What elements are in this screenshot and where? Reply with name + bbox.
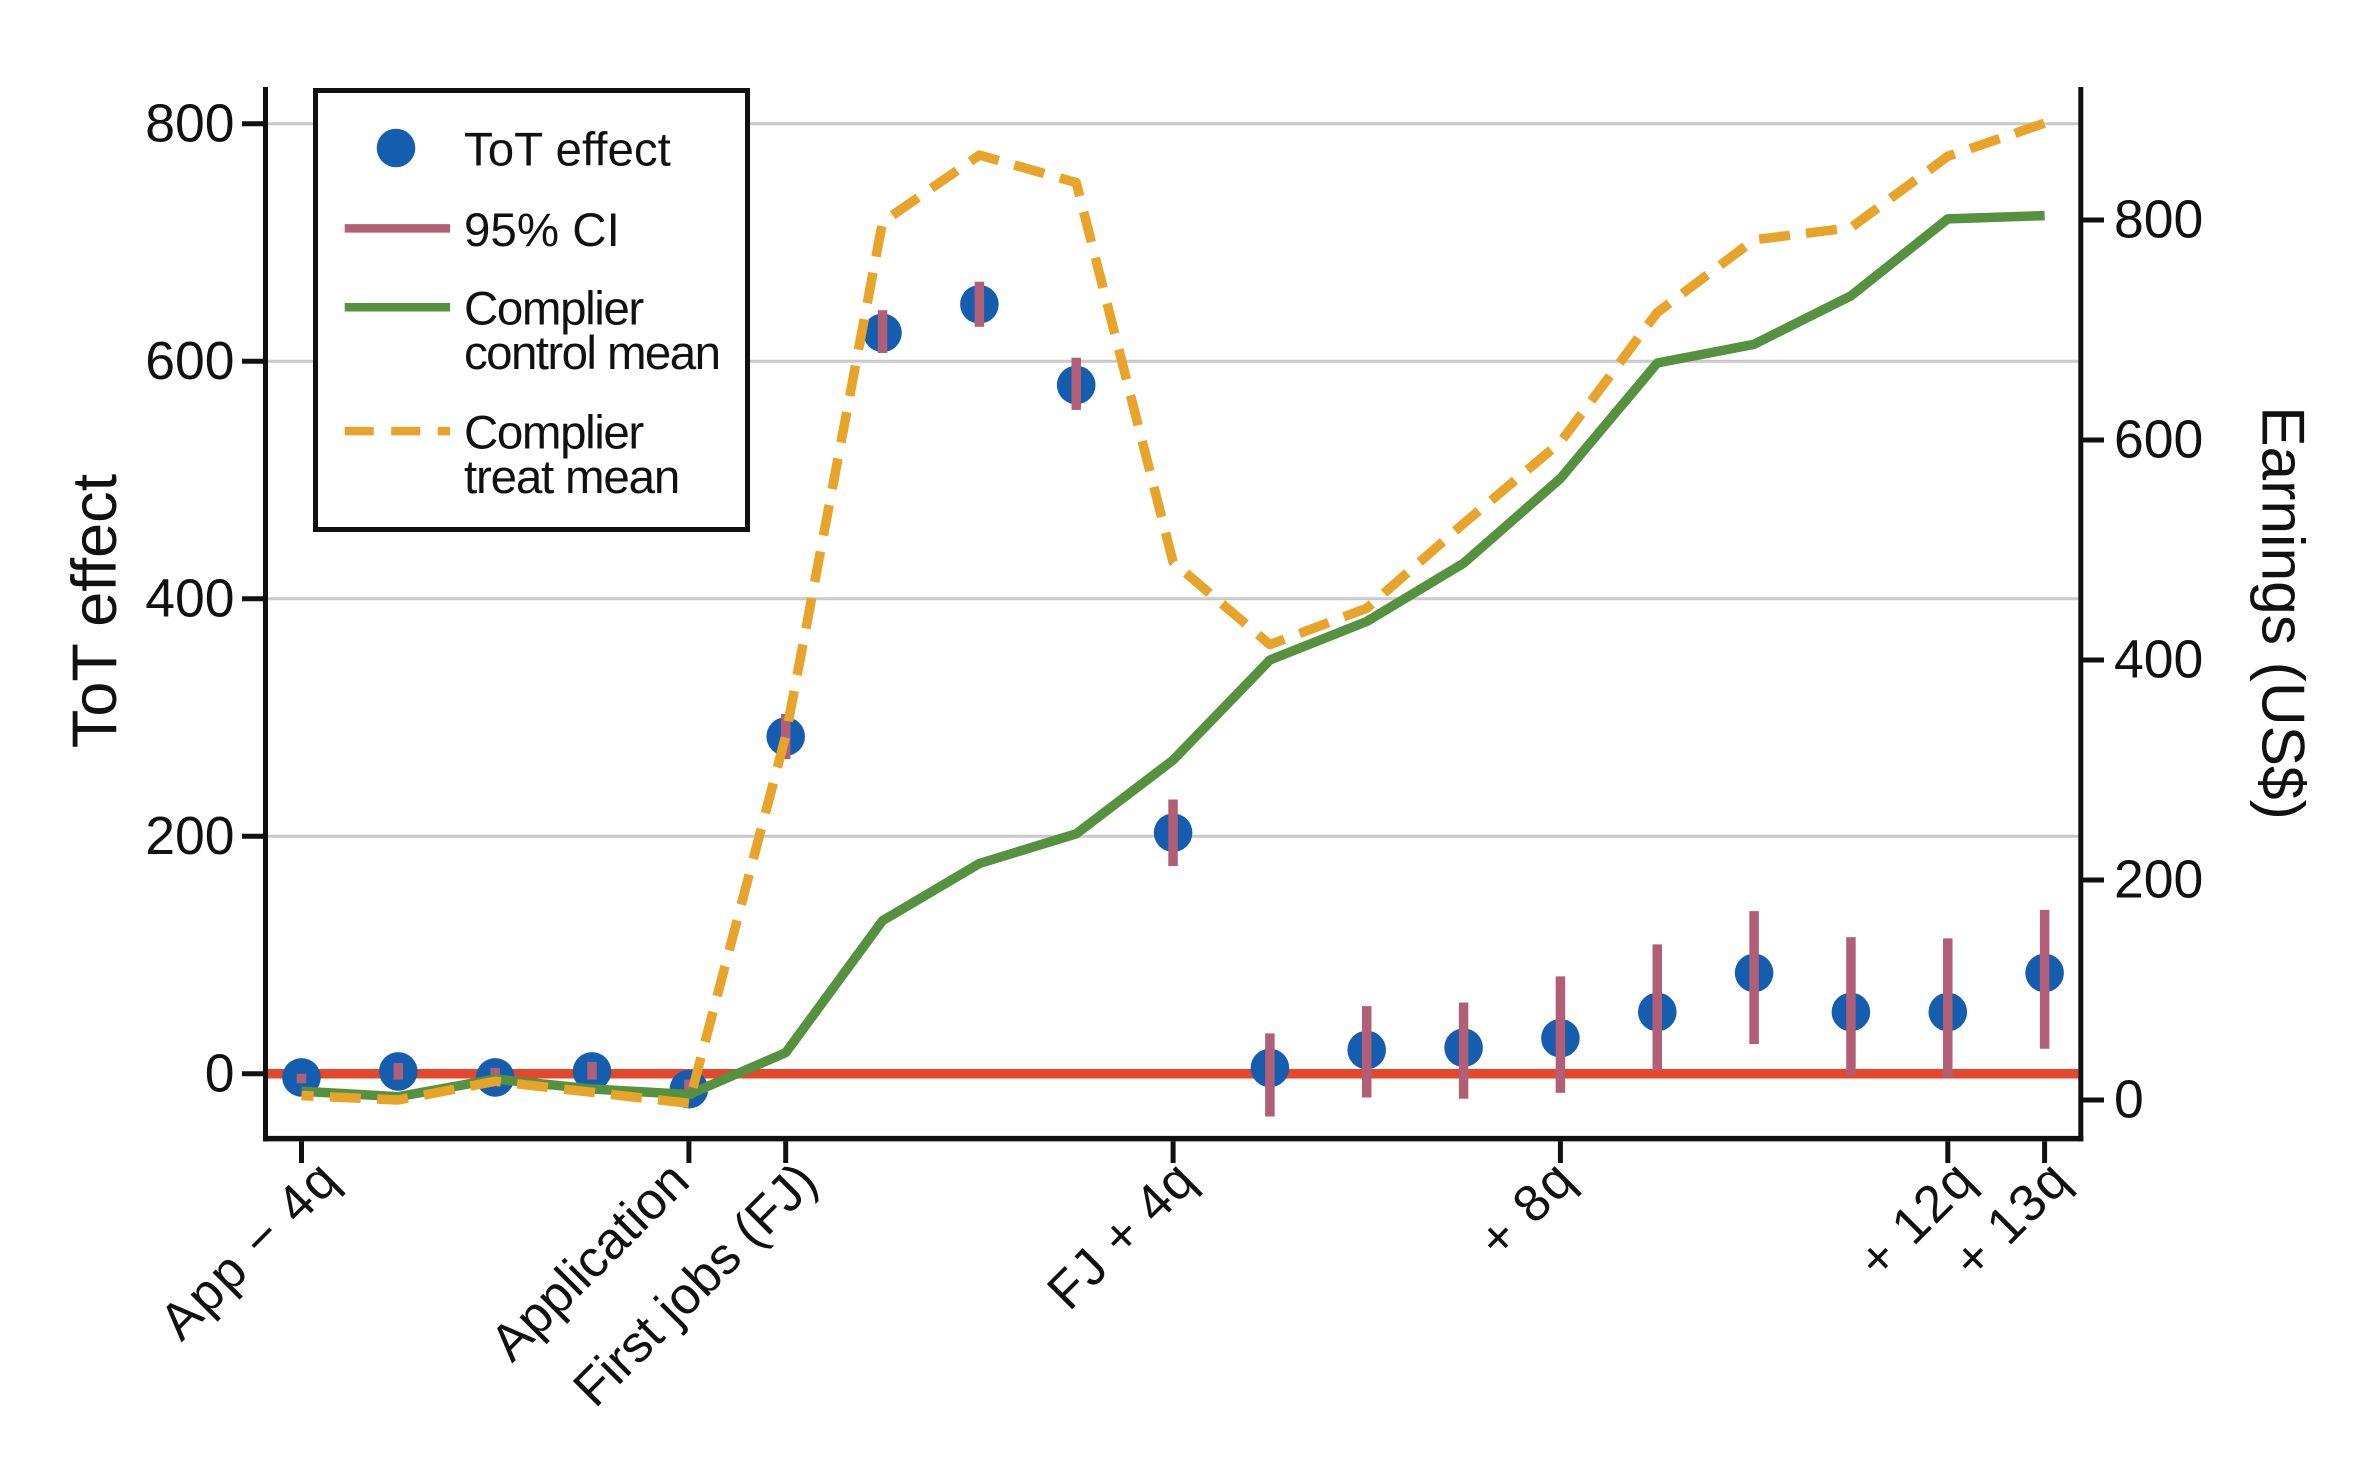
svg-text:0: 0 [2114,1071,2144,1130]
svg-text:400: 400 [145,569,234,628]
svg-text:800: 800 [2114,191,2203,250]
svg-text:600: 600 [2114,411,2203,470]
svg-text:Complier: Complier [464,283,644,336]
svg-text:treat mean: treat mean [464,451,679,504]
svg-text:95% CI: 95% CI [464,204,620,257]
svg-text:200: 200 [2114,851,2203,910]
svg-text:800: 800 [145,94,234,153]
svg-text:400: 400 [2114,631,2203,690]
svg-text:control mean: control mean [464,327,719,380]
svg-text:Earnings (US$): Earnings (US$) [2250,406,2318,820]
svg-text:Complier: Complier [464,407,644,460]
svg-text:ToT effect: ToT effect [464,124,671,177]
svg-text:200: 200 [145,807,234,866]
svg-text:0: 0 [205,1044,235,1103]
svg-text:ToT effect: ToT effect [60,473,130,748]
svg-text:600: 600 [145,332,234,391]
